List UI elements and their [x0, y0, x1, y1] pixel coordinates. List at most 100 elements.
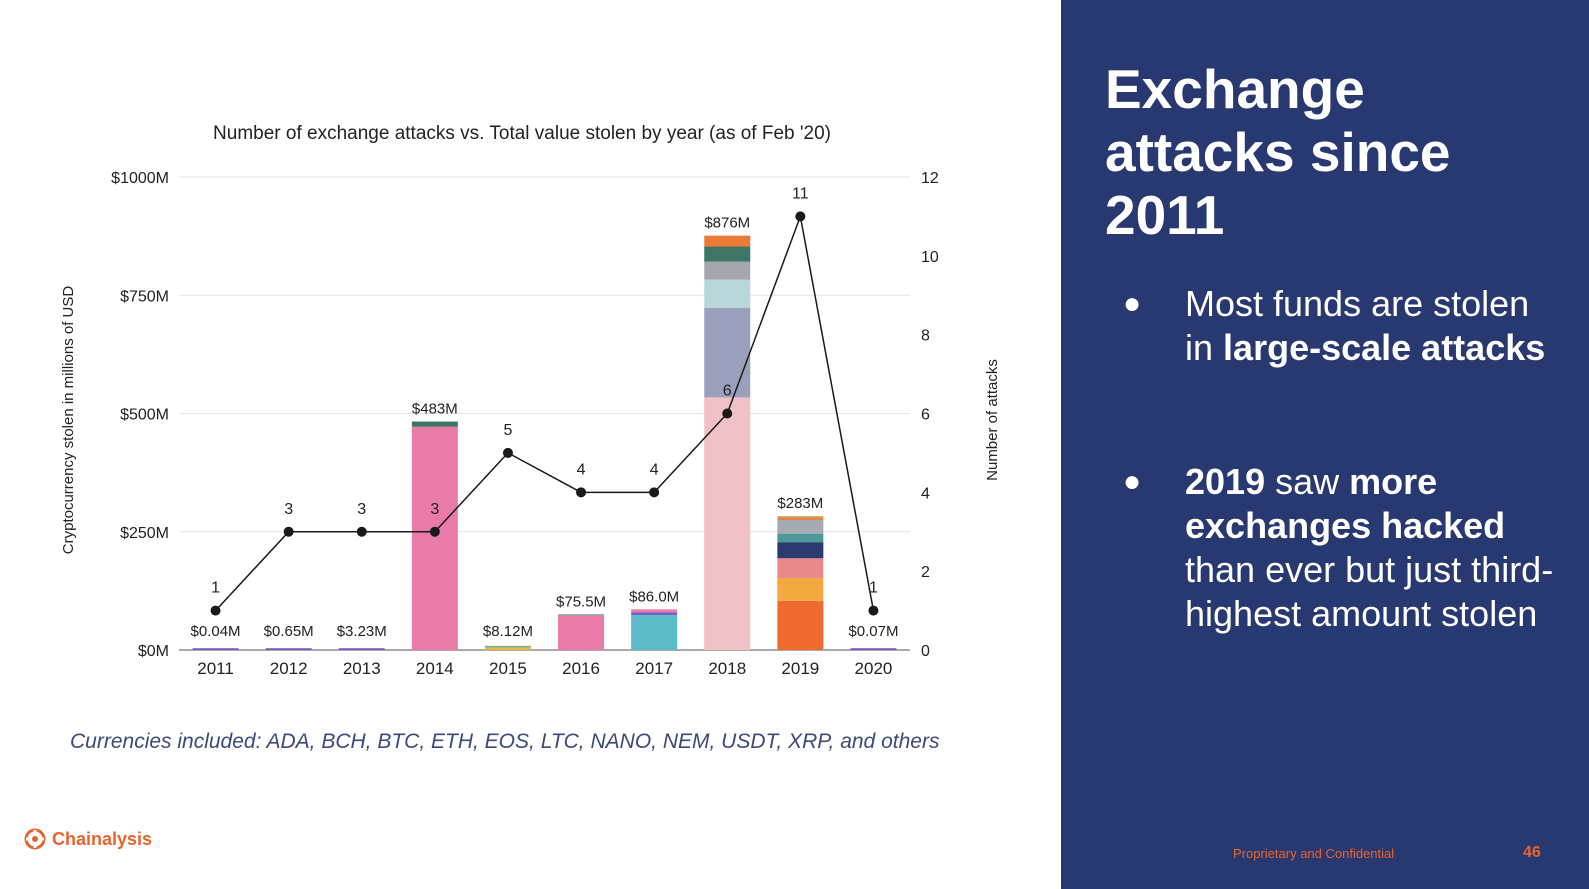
page-number: 46 — [1523, 844, 1541, 861]
bar-value-label: $8.12M — [483, 623, 533, 640]
y-left-tick-label: $250M — [120, 525, 169, 542]
bar-segment-2019 — [777, 542, 824, 559]
confidential-footer: Proprietary and Confidential — [1233, 846, 1395, 861]
logo-text: Chainalysis — [52, 828, 153, 849]
bar-segment-2017 — [631, 609, 678, 613]
bar-segment-2011 — [192, 648, 239, 650]
bullet-1-emphasis: large-scale attacks — [1223, 327, 1546, 368]
bar-segment-2019 — [777, 533, 824, 543]
bar-segment-2014 — [411, 421, 458, 427]
bar-segment-2015 — [484, 645, 531, 648]
y-right-tick-label: 0 — [921, 643, 930, 660]
bar-segment-2012 — [265, 648, 312, 650]
attacks-point — [283, 526, 294, 537]
bullet-2-text-b: than ever but just third-highest amount … — [1185, 549, 1554, 634]
bar-segment-2019 — [777, 516, 824, 519]
bar-value-label: $3.23M — [337, 623, 387, 640]
attacks-point — [868, 605, 879, 616]
attacks-label: 4 — [577, 461, 586, 478]
chainalysis-logo-icon — [24, 828, 46, 850]
y-left-tick-label: $750M — [120, 288, 169, 305]
bullet-dot: ● — [1123, 287, 1142, 320]
chart: Number of exchange attacks vs. Total val… — [60, 123, 1001, 678]
x-tick-label: 2011 — [197, 659, 234, 678]
bar-segment-2017 — [631, 612, 678, 615]
bullet-2-emphasis: more exchanges hacked — [1185, 461, 1506, 546]
bar-value-label: $0.07M — [848, 623, 898, 640]
x-tick-label: 2018 — [708, 659, 746, 678]
chainalysis-logo: Chainalysis — [24, 828, 152, 850]
bar-segment-2017 — [631, 614, 678, 650]
x-tick-label: 2020 — [855, 659, 893, 678]
x-tick-label: 2013 — [343, 659, 381, 678]
x-tick-label: 2014 — [416, 659, 454, 678]
attacks-label: 3 — [357, 501, 366, 518]
bar-segment-2018 — [704, 261, 751, 280]
attacks-point — [210, 605, 221, 616]
attacks-point — [502, 447, 513, 458]
bar-segment-2015 — [484, 647, 531, 650]
attacks-label: 5 — [503, 422, 512, 439]
bar-value-label: $0.65M — [264, 623, 314, 640]
bar-segment-2014 — [411, 426, 458, 650]
bar-segment-2018 — [704, 235, 751, 247]
x-tick-label: 2012 — [270, 659, 308, 678]
attacks-point — [429, 526, 440, 537]
attacks-point — [795, 211, 806, 222]
y-right-tick-label: 8 — [921, 328, 930, 345]
attacks-point — [722, 408, 733, 419]
bar-value-label: $75.5M — [556, 593, 606, 610]
attacks-label: 1 — [869, 580, 878, 597]
y-left-tick-label: $0M — [138, 643, 169, 660]
attacks-label: 3 — [430, 501, 439, 518]
bar-segment-2019 — [777, 600, 824, 650]
panel-title: Exchange attacks since 2011 — [1105, 58, 1451, 246]
bar-segment-2018 — [704, 308, 751, 398]
chart-title: Number of exchange attacks vs. Total val… — [213, 123, 831, 144]
bar-value-label: $483M — [412, 401, 458, 418]
bar-value-label: $283M — [777, 495, 823, 512]
attacks-line — [215, 213, 875, 612]
bar-segment-2018 — [704, 279, 751, 309]
x-tick-label: 2016 — [562, 659, 600, 678]
attacks-label: 1 — [211, 580, 220, 597]
bar-segment-2020 — [850, 648, 897, 650]
attacks-point — [649, 487, 660, 498]
side-panel: Exchange attacks since 2011 ● Most funds… — [1061, 0, 1589, 889]
y-right-tick-label: 6 — [921, 407, 930, 424]
y-right-tick-label: 4 — [921, 485, 930, 502]
bar-segment-2018 — [704, 397, 751, 650]
y-right-tick-label: 10 — [921, 249, 939, 266]
attacks-label: 4 — [650, 461, 659, 478]
x-tick-label: 2015 — [489, 659, 527, 678]
y-right-tick-label: 2 — [921, 564, 930, 581]
y-left-tick-label: $500M — [120, 407, 169, 424]
bullet-1-text: Most funds are stolen in — [1185, 283, 1530, 368]
bar-segment-2019 — [777, 518, 824, 520]
bar-value-label: $86.0M — [629, 588, 679, 605]
attacks-point — [356, 526, 367, 537]
y-left-tick-label: $1000M — [111, 170, 169, 187]
bar-segment-2019 — [777, 558, 824, 579]
attacks-point — [576, 487, 587, 498]
bar-segment-2019 — [777, 519, 824, 534]
bar-value-label: $876M — [704, 215, 750, 232]
y-axis-left-label: Cryptocurrency stolen in millions of USD — [60, 286, 77, 555]
bar-segment-2018 — [704, 246, 751, 262]
y-right-tick-label: 12 — [921, 170, 939, 187]
attacks-label: 3 — [284, 501, 293, 518]
currencies-caption: Currencies included: ADA, BCH, BTC, ETH,… — [70, 730, 940, 753]
x-tick-label: 2019 — [781, 659, 819, 678]
y-axis-right-label: Number of attacks — [984, 359, 1001, 481]
bar-value-label: $0.04M — [191, 623, 241, 640]
bar-segment-2019 — [777, 578, 824, 601]
bullet-2-text-a: saw — [1275, 461, 1340, 502]
bullet-dot: ● — [1123, 465, 1142, 498]
x-tick-label: 2017 — [635, 659, 673, 678]
attacks-label: 6 — [723, 383, 732, 400]
bar-segment-2013 — [338, 648, 385, 650]
bar-segment-2016 — [558, 615, 605, 650]
bar-segment-2016 — [558, 614, 605, 616]
attacks-label: 11 — [792, 185, 809, 202]
bullet-2-year: 2019 — [1185, 461, 1266, 502]
